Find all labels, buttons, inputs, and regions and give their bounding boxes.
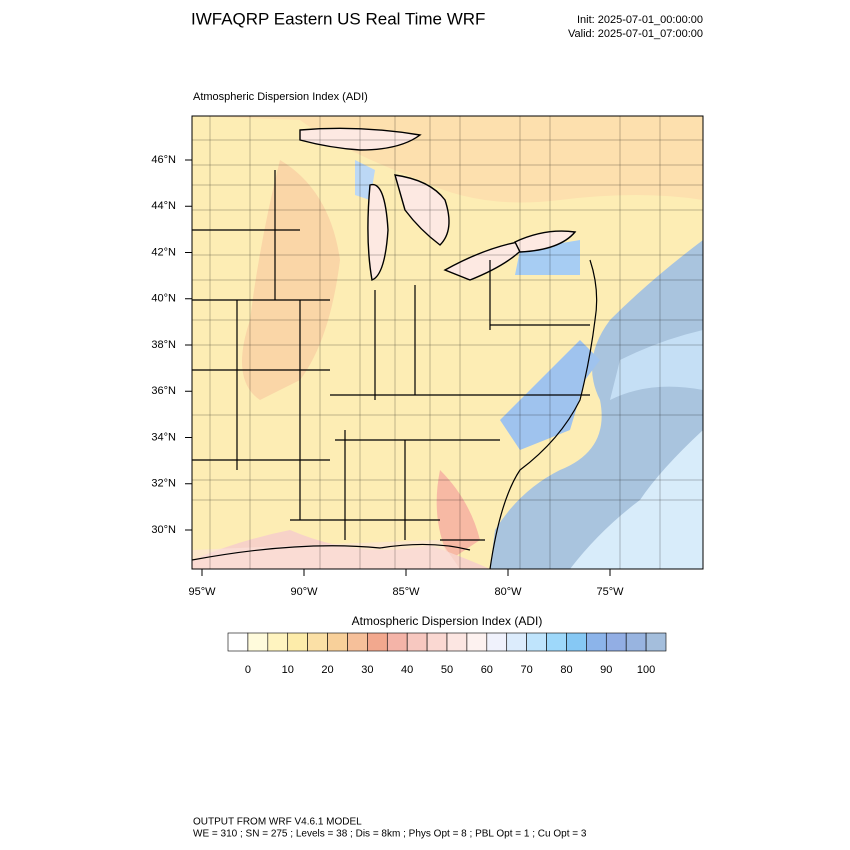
lon-label: 85°W	[392, 586, 420, 598]
footer-line: WE = 310 ; SN = 275 ; Levels = 38 ; Dis …	[193, 829, 587, 840]
colorbar-label: 50	[441, 664, 453, 676]
lat-label: 34°N	[151, 431, 176, 443]
colorbar-box	[605, 632, 627, 652]
colorbar-box	[645, 632, 667, 652]
map-label: Atmospheric Dispersion Index (ADI)	[193, 91, 368, 103]
colorbar-label: 60	[481, 664, 493, 676]
colorbar-title: Atmospheric Dispersion Index (ADI)	[352, 614, 543, 628]
colorbar-box	[227, 632, 249, 652]
lat-label: 38°N	[151, 339, 176, 351]
colorbar-box	[486, 632, 508, 652]
colorbar-box	[586, 632, 607, 652]
colorbar-box	[347, 632, 368, 652]
lat-label: 32°N	[151, 478, 176, 490]
colorbar-label: 80	[560, 664, 572, 676]
lat-label: 40°N	[151, 293, 176, 305]
lon-label: 80°W	[494, 586, 522, 598]
colorbar-box	[566, 632, 587, 652]
lat-label: 46°N	[151, 154, 176, 166]
init-time: Init: 2025-07-01_00:00:00	[577, 14, 703, 26]
colorbar-label: 90	[600, 664, 612, 676]
colorbar-box	[367, 632, 388, 652]
title: IWFAQRP Eastern US Real Time WRF	[191, 9, 485, 28]
colorbar-label: 10	[282, 664, 294, 676]
lat-labels: 46°N 44°N 42°N 40°N 38°N 36°N 34°N 32°N 30°N	[151, 154, 192, 536]
lon-label: 95°W	[188, 586, 216, 598]
colorbar-label: 40	[401, 664, 413, 676]
map	[192, 116, 703, 569]
colorbar-box	[406, 632, 428, 652]
footer-line: OUTPUT FROM WRF V4.6.1 MODEL	[193, 817, 362, 828]
colorbar-box	[506, 632, 527, 652]
colorbar-label: 70	[521, 664, 533, 676]
colorbar-box	[546, 632, 567, 652]
lat-label: 44°N	[151, 200, 176, 212]
colorbar-box	[466, 632, 488, 652]
colorbar-box	[247, 632, 269, 652]
lat-label: 42°N	[151, 246, 176, 258]
colorbar-box	[287, 632, 308, 652]
colorbar-box	[386, 632, 408, 652]
colorbar: 0 10 20 30 40 50 60 70 80 90 100	[227, 632, 667, 676]
colorbar-box	[625, 632, 647, 652]
colorbar-box	[327, 632, 348, 652]
valid-time: Valid: 2025-07-01_07:00:00	[568, 28, 703, 40]
colorbar-box	[446, 632, 468, 652]
colorbar-box	[307, 632, 328, 652]
map-frame	[191, 115, 704, 570]
lon-label: 75°W	[596, 586, 624, 598]
lat-label: 36°N	[151, 385, 176, 397]
lon-label: 90°W	[290, 586, 318, 598]
colorbar-label: 20	[321, 664, 333, 676]
lon-labels: 95°W 90°W 85°W 80°W 75°W	[188, 569, 624, 598]
colorbar-box	[426, 632, 448, 652]
colorbar-box	[267, 632, 289, 652]
colorbar-box	[526, 632, 547, 652]
lat-label: 30°N	[151, 524, 176, 536]
colorbar-label: 100	[637, 664, 655, 676]
colorbar-label: 0	[245, 664, 251, 676]
colorbar-label: 30	[361, 664, 373, 676]
